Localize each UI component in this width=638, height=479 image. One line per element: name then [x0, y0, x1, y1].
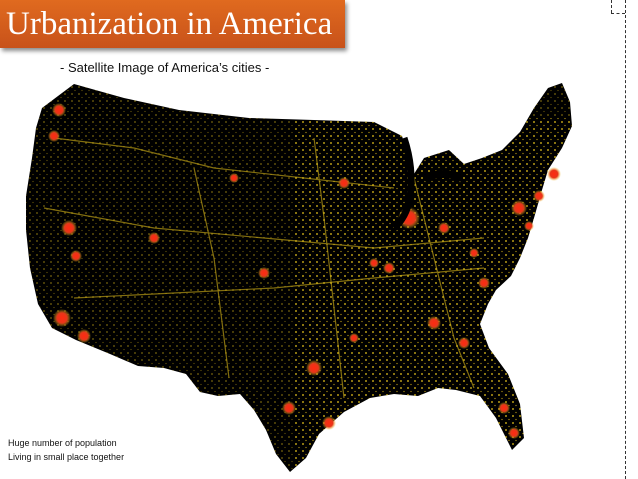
city-lights	[26, 83, 572, 472]
great-lakes-east	[422, 170, 464, 182]
caption-note: Huge number of population Living in smal…	[8, 436, 124, 464]
guide-line-vertical	[625, 0, 626, 479]
us-night-lights-map	[26, 83, 572, 472]
slide-title: Urbanization in America	[6, 5, 333, 42]
caption-line-2: Living in small place together	[8, 452, 125, 462]
slide-subtitle: - Satellite Image of America’s cities -	[60, 60, 270, 75]
guide-mark-top-h	[611, 13, 625, 14]
guide-mark-top	[611, 0, 612, 13]
title-banner: Urbanization in America	[0, 0, 345, 48]
caption-line-1: Huge number of population	[8, 438, 117, 448]
great-lakes	[391, 136, 415, 231]
